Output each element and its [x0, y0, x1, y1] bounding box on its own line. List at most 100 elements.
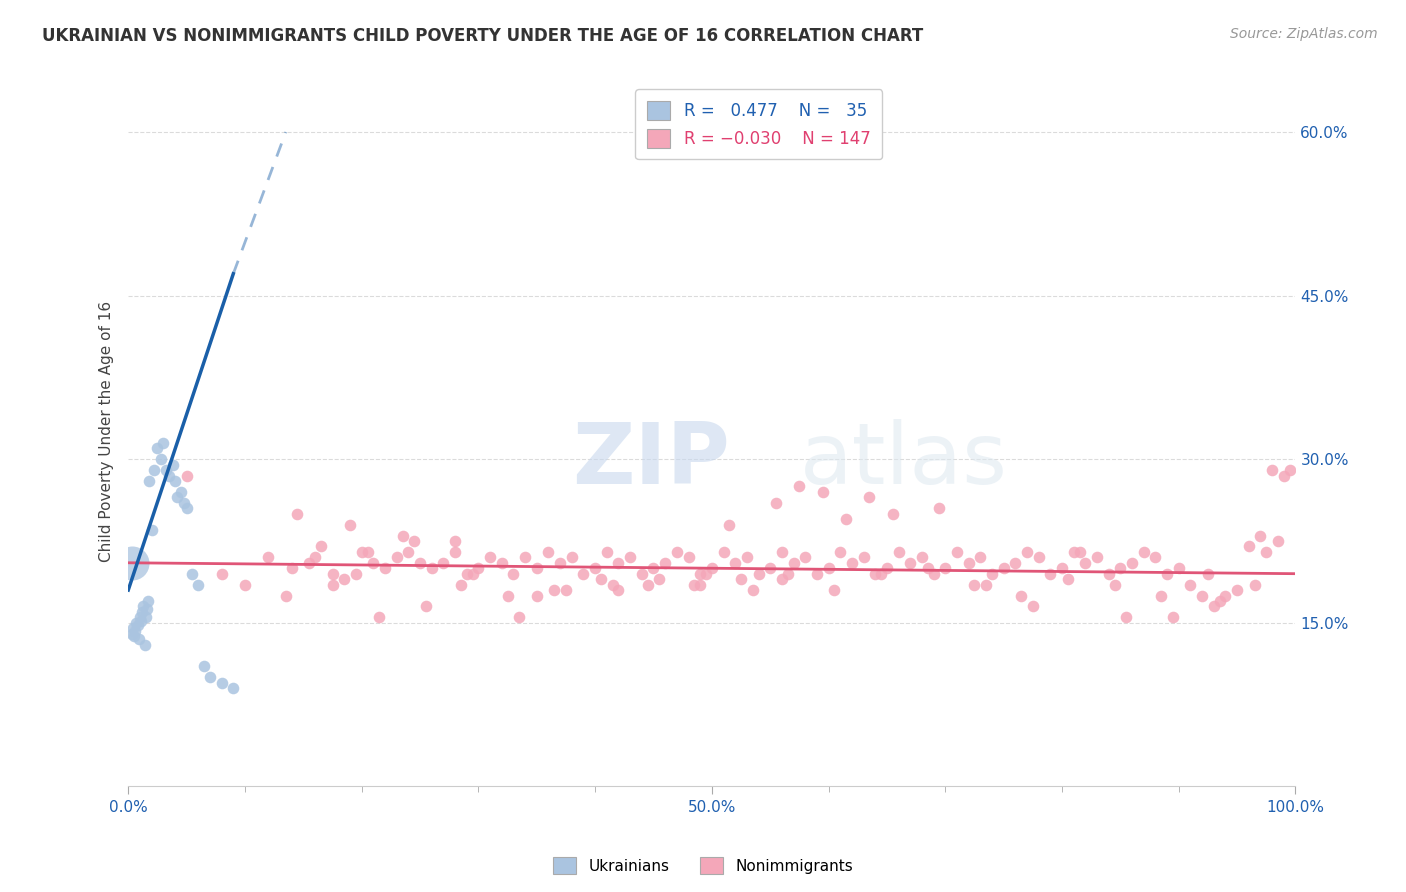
Point	[782, 556, 804, 570]
Point	[461, 566, 484, 581]
Text: ZIP: ZIP	[572, 418, 730, 502]
Point	[211, 566, 233, 581]
Point	[852, 550, 875, 565]
Point	[173, 496, 195, 510]
Point	[607, 556, 630, 570]
Point	[806, 566, 828, 581]
Point	[321, 566, 343, 581]
Point	[858, 491, 880, 505]
Point	[870, 566, 893, 581]
Point	[149, 452, 172, 467]
Point	[602, 577, 624, 591]
Point	[176, 468, 198, 483]
Point	[543, 582, 565, 597]
Point	[304, 550, 326, 565]
Point	[339, 517, 361, 532]
Point	[287, 507, 309, 521]
Y-axis label: Child Poverty Under the Age of 16: Child Poverty Under the Age of 16	[100, 301, 114, 563]
Point	[735, 550, 758, 565]
Point	[125, 615, 148, 630]
Point	[444, 533, 467, 548]
Point	[1208, 594, 1230, 608]
Point	[134, 638, 156, 652]
Point	[1180, 577, 1202, 591]
Point	[583, 561, 606, 575]
Point	[385, 550, 408, 565]
Point	[131, 605, 153, 619]
Point	[121, 556, 143, 570]
Point	[887, 545, 910, 559]
Text: atlas: atlas	[800, 418, 1007, 502]
Point	[934, 561, 956, 575]
Point	[166, 491, 188, 505]
Point	[121, 626, 143, 640]
Point	[162, 458, 184, 472]
Point	[1167, 561, 1189, 575]
Point	[1056, 572, 1078, 586]
Point	[811, 484, 834, 499]
Point	[1085, 550, 1108, 565]
Point	[1074, 556, 1097, 570]
Point	[467, 561, 489, 575]
Point	[561, 550, 583, 565]
Point	[776, 566, 799, 581]
Point	[350, 545, 373, 559]
Point	[1028, 550, 1050, 565]
Point	[1010, 589, 1032, 603]
Point	[233, 577, 256, 591]
Point	[678, 550, 700, 565]
Point	[309, 540, 332, 554]
Point	[420, 561, 443, 575]
Point	[1156, 566, 1178, 581]
Point	[713, 545, 735, 559]
Point	[643, 561, 665, 575]
Point	[163, 474, 186, 488]
Point	[748, 566, 770, 581]
Point	[770, 545, 793, 559]
Point	[1109, 561, 1132, 575]
Point	[508, 610, 530, 624]
Point	[1104, 577, 1126, 591]
Point	[1144, 550, 1167, 565]
Point	[1098, 566, 1121, 581]
Point	[724, 556, 747, 570]
Point	[1237, 540, 1260, 554]
Point	[1004, 556, 1026, 570]
Point	[689, 566, 711, 581]
Point	[1015, 545, 1038, 559]
Point	[730, 572, 752, 586]
Point	[683, 577, 706, 591]
Point	[630, 566, 652, 581]
Point	[142, 463, 165, 477]
Point	[513, 550, 536, 565]
Point	[141, 523, 163, 537]
Point	[1150, 589, 1173, 603]
Point	[193, 659, 215, 673]
Point	[700, 561, 723, 575]
Point	[491, 556, 513, 570]
Point	[689, 577, 711, 591]
Point	[127, 618, 149, 632]
Point	[974, 577, 997, 591]
Point	[548, 556, 571, 570]
Point	[765, 496, 787, 510]
Point	[823, 582, 845, 597]
Point	[741, 582, 763, 597]
Point	[695, 566, 717, 581]
Point	[198, 670, 221, 684]
Point	[432, 556, 454, 570]
Point	[1202, 599, 1225, 614]
Point	[718, 517, 741, 532]
Point	[1022, 599, 1045, 614]
Point	[132, 599, 155, 614]
Point	[274, 589, 297, 603]
Point	[157, 468, 180, 483]
Point	[993, 561, 1015, 575]
Point	[963, 577, 986, 591]
Point	[211, 675, 233, 690]
Point	[665, 545, 688, 559]
Text: UKRAINIAN VS NONIMMIGRANTS CHILD POVERTY UNDER THE AGE OF 16 CORRELATION CHART: UKRAINIAN VS NONIMMIGRANTS CHILD POVERTY…	[42, 27, 924, 45]
Point	[135, 610, 157, 624]
Point	[981, 566, 1004, 581]
Point	[280, 561, 302, 575]
